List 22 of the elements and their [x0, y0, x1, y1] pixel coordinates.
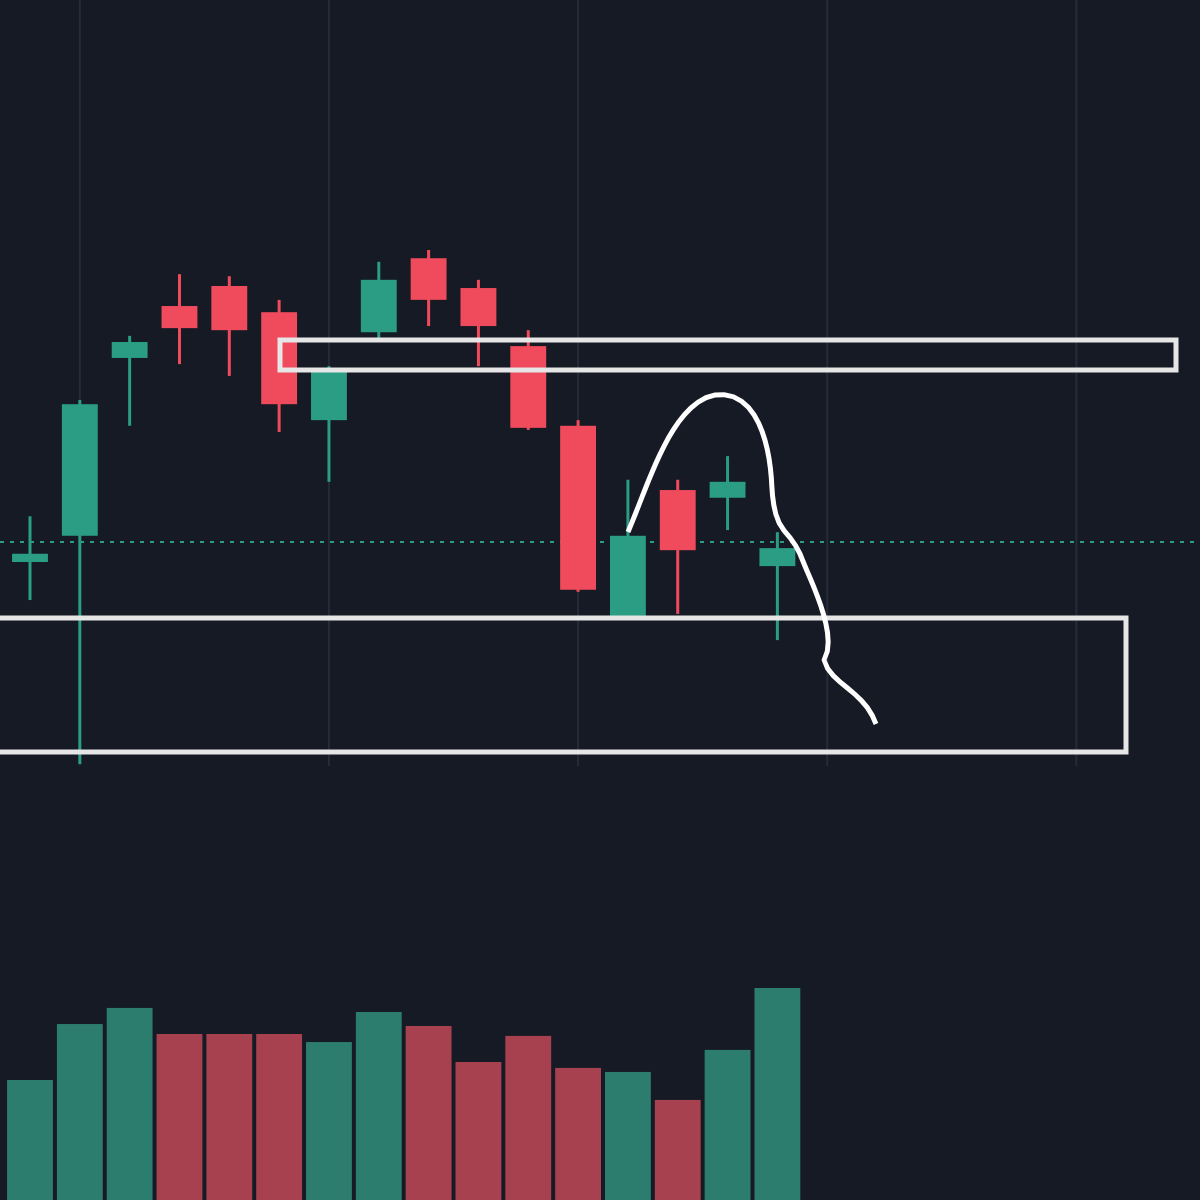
bar — [505, 1035, 552, 1200]
bar — [306, 1042, 352, 1200]
bar — [256, 1034, 303, 1200]
candlestick — [161, 272, 198, 366]
bar — [455, 1061, 502, 1200]
bar — [106, 1007, 153, 1200]
bar — [405, 1025, 452, 1200]
bar — [754, 988, 801, 1200]
candlestick — [111, 334, 148, 428]
candlestick — [211, 274, 248, 378]
candlestick — [410, 248, 447, 328]
bar — [206, 1034, 253, 1200]
bar — [156, 1034, 203, 1200]
candlestick — [709, 454, 746, 532]
bar — [355, 1011, 402, 1200]
bar — [555, 1067, 602, 1200]
bar — [56, 1024, 103, 1200]
bar — [654, 1099, 701, 1200]
candlestick — [460, 278, 497, 368]
bar — [7, 1080, 53, 1200]
bar — [704, 1049, 751, 1200]
bar — [604, 1071, 651, 1200]
